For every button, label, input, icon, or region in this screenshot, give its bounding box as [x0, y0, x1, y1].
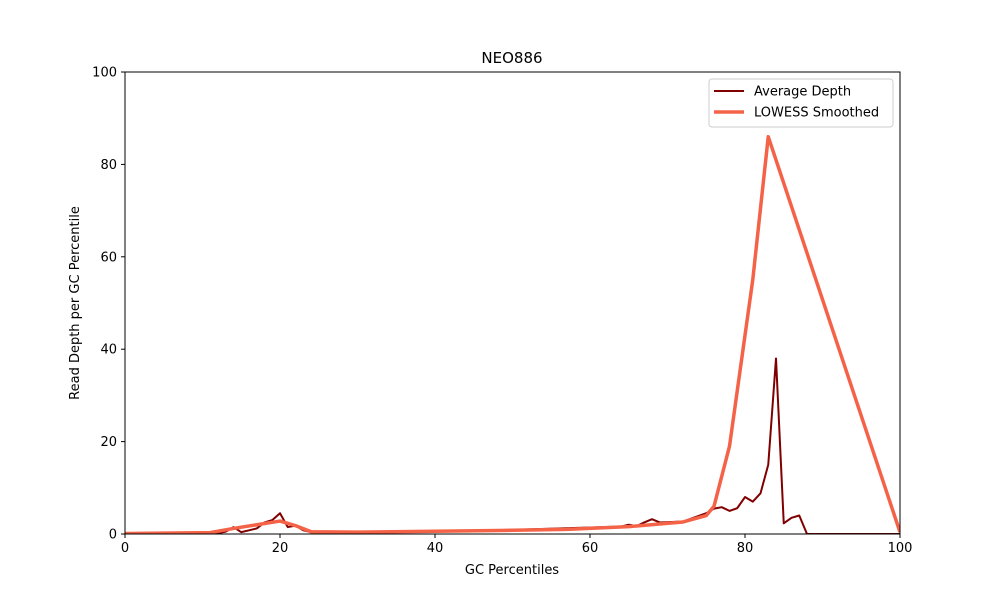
- chart-title: NEO886: [481, 49, 542, 67]
- y-tick-label: 60: [100, 250, 117, 265]
- legend-box: [708, 78, 894, 128]
- legend-label-2: LOWESS Smoothed: [754, 106, 879, 121]
- x-tick-label: 0: [121, 541, 129, 556]
- series-line-1: [125, 357, 900, 534]
- x-tick-label: 80: [737, 541, 754, 556]
- x-tick-label: 100: [888, 541, 913, 556]
- series-line-2: [125, 134, 900, 534]
- x-tick-label: 40: [427, 541, 444, 556]
- y-tick-label: 0: [109, 528, 117, 543]
- x-tick-label: 20: [272, 541, 289, 556]
- y-tick-label: 20: [100, 435, 117, 450]
- plot-area: [124, 71, 901, 535]
- x-axis: 0 20 40 60 80 100: [121, 534, 913, 556]
- y-tick-label: 100: [92, 66, 117, 81]
- legend: Average Depth LOWESS Smoothed: [708, 78, 894, 128]
- plot-frame: [124, 71, 901, 535]
- y-tick-label: 80: [100, 158, 117, 173]
- y-tick-label: 40: [100, 343, 117, 358]
- y-axis-label: Read Depth per GC Percentile: [68, 206, 83, 400]
- legend-label-1: Average Depth: [754, 85, 851, 100]
- y-axis: 0 20 40 60 80 100: [92, 66, 125, 543]
- x-tick-label: 60: [582, 541, 599, 556]
- x-axis-label: GC Percentiles: [465, 563, 559, 578]
